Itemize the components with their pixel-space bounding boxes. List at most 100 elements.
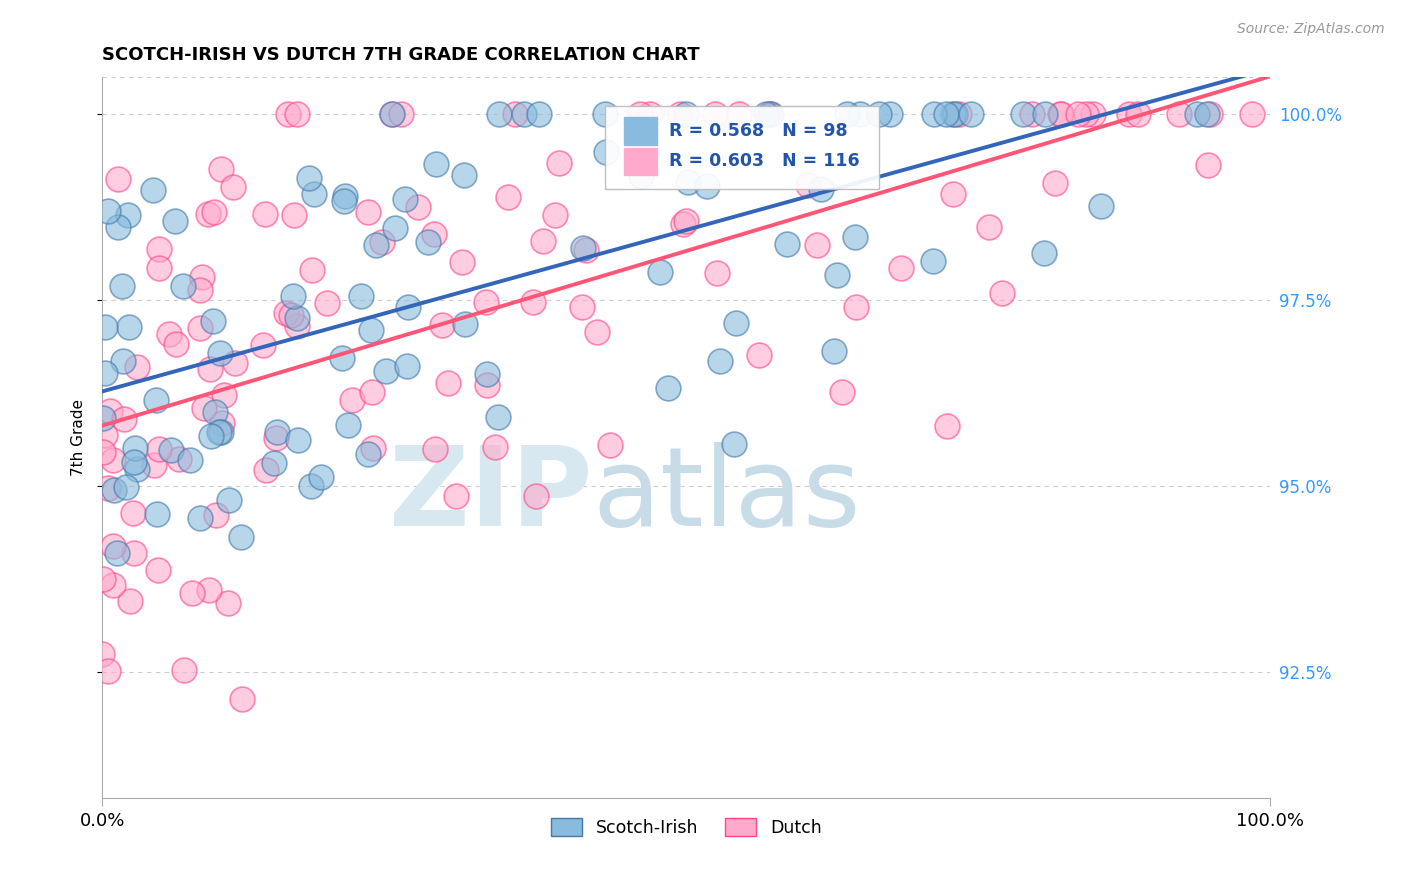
Point xyxy=(758,107,780,121)
Point xyxy=(93,428,115,442)
Point xyxy=(948,107,970,121)
Point xyxy=(299,479,322,493)
Point xyxy=(759,107,782,121)
Point xyxy=(571,300,593,314)
Point xyxy=(672,217,695,231)
Point xyxy=(423,442,446,456)
Point xyxy=(879,107,901,121)
Point xyxy=(922,254,945,268)
Point xyxy=(991,285,1014,300)
Point xyxy=(94,319,117,334)
Point xyxy=(340,393,363,408)
Point xyxy=(276,306,298,320)
Point xyxy=(669,107,692,121)
Point xyxy=(436,376,458,390)
Point xyxy=(198,582,221,597)
Point xyxy=(796,178,818,192)
Point xyxy=(704,107,727,121)
Point xyxy=(595,145,617,159)
Point xyxy=(337,418,360,433)
Point xyxy=(357,447,380,461)
Point xyxy=(122,507,145,521)
Point xyxy=(979,219,1001,234)
Point xyxy=(280,308,302,322)
FancyBboxPatch shape xyxy=(605,106,879,189)
Point xyxy=(477,377,499,392)
Point xyxy=(148,260,170,275)
Bar xyxy=(624,117,657,145)
Point xyxy=(384,220,406,235)
Point xyxy=(254,463,277,477)
Y-axis label: 7th Grade: 7th Grade xyxy=(72,400,86,476)
Point xyxy=(453,169,475,183)
Point xyxy=(1197,107,1219,121)
Point xyxy=(548,155,571,169)
Point xyxy=(381,107,404,121)
Point xyxy=(360,323,382,337)
Point xyxy=(350,289,373,303)
Point xyxy=(198,362,221,376)
Point xyxy=(172,278,194,293)
Point xyxy=(942,107,965,121)
Point xyxy=(197,207,219,221)
Point xyxy=(148,242,170,256)
Point xyxy=(107,219,129,234)
Point xyxy=(97,481,120,495)
Point xyxy=(204,405,226,419)
Point xyxy=(868,107,890,121)
Text: ZIP: ZIP xyxy=(389,442,593,549)
Point xyxy=(253,207,276,221)
Point xyxy=(266,425,288,439)
Point xyxy=(381,107,404,121)
Point xyxy=(332,194,354,209)
Point xyxy=(231,692,253,706)
Point xyxy=(599,438,621,452)
Point xyxy=(960,107,983,121)
Point xyxy=(823,343,845,358)
Point xyxy=(211,416,233,430)
Point xyxy=(425,156,447,170)
Point xyxy=(513,107,536,121)
Point xyxy=(91,572,114,586)
Point xyxy=(837,107,859,121)
Point xyxy=(252,338,274,352)
Point xyxy=(94,366,117,380)
Point xyxy=(160,443,183,458)
Point xyxy=(111,278,134,293)
Point xyxy=(287,434,309,448)
Point xyxy=(224,356,246,370)
Point xyxy=(1197,158,1219,172)
Point xyxy=(127,359,149,374)
Point xyxy=(97,665,120,679)
Point xyxy=(810,182,832,196)
Point xyxy=(218,493,240,508)
Point xyxy=(1043,177,1066,191)
Point xyxy=(165,336,187,351)
Point xyxy=(264,432,287,446)
Point xyxy=(806,238,828,252)
Point xyxy=(277,107,299,121)
Point xyxy=(422,227,444,242)
Point xyxy=(1168,107,1191,121)
Point xyxy=(101,452,124,467)
Point xyxy=(1118,107,1140,121)
Point xyxy=(496,190,519,204)
Point xyxy=(935,418,957,433)
Point xyxy=(1032,246,1054,260)
Point xyxy=(503,107,526,121)
Point xyxy=(935,107,957,121)
Point xyxy=(91,647,114,661)
Point xyxy=(374,364,396,378)
Point xyxy=(118,319,141,334)
Point xyxy=(759,107,782,121)
Point xyxy=(648,265,671,279)
Point xyxy=(890,261,912,276)
Point xyxy=(942,186,965,201)
Point xyxy=(675,214,697,228)
Text: R = 0.568   N = 98: R = 0.568 N = 98 xyxy=(669,122,848,140)
Point xyxy=(124,441,146,455)
Point xyxy=(776,237,799,252)
Point xyxy=(724,317,747,331)
Point xyxy=(361,385,384,400)
Point xyxy=(217,596,239,610)
